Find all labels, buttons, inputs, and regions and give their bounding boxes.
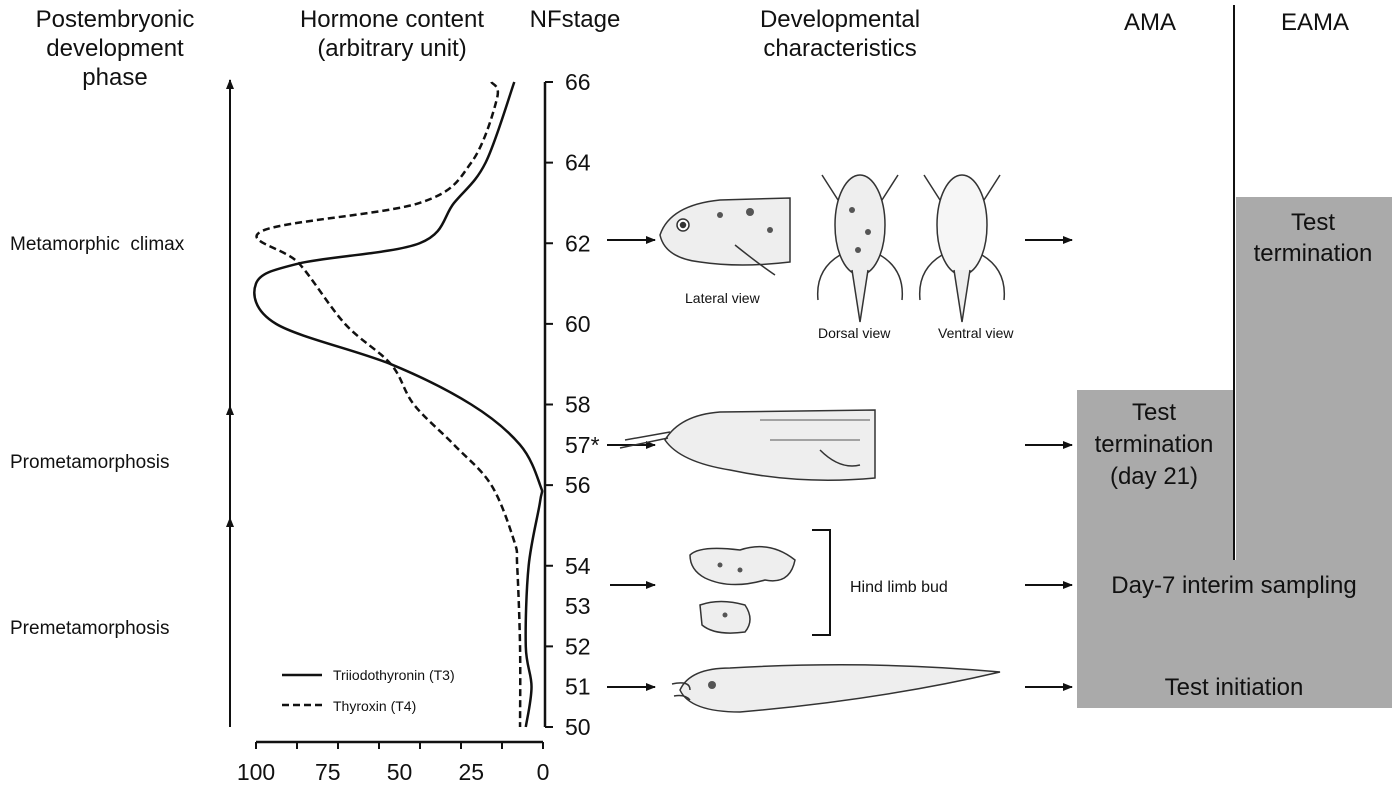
stage-tick-label: 58 (565, 392, 591, 418)
stage-tick-label: 60 (565, 311, 591, 337)
legend: Triiodothyronin (T3) Thyroxin (T4) (282, 667, 455, 714)
hormone-chart-axes: 66 64 62 60 58 57* 56 54 53 52 51 50 100 75 50 25 0 (237, 69, 600, 785)
eama-termination-line2: termination (1254, 240, 1373, 267)
t3-curve (253, 81, 544, 728)
value-tick-label: 50 (387, 759, 413, 785)
ama-termination-line1: Test (1132, 399, 1176, 426)
header-phase-line1: Postembryonic (36, 6, 195, 33)
stage-tick-label: 54 (565, 553, 591, 579)
label-ventral-view: Ventral view (938, 325, 1014, 341)
label-dorsal-view: Dorsal view (818, 325, 891, 341)
t4-curve (255, 81, 522, 728)
tadpole-stage51-illustration (671, 664, 1001, 713)
froglet-ventral-illustration (918, 174, 1006, 323)
header-hormone-line2: (arbitrary unit) (317, 35, 466, 62)
header-characteristics-line2: characteristics (763, 35, 916, 62)
phase-metamorphic-climax: Metamorphic climax (10, 234, 185, 255)
stage-tick-label: 64 (565, 150, 591, 176)
stage-tick-label: 53 (565, 593, 591, 619)
shared-box (1077, 560, 1392, 708)
header-nfstage: NFstage (530, 6, 621, 33)
legend-t4-label: Thyroxin (T4) (333, 698, 416, 714)
froglet-dorsal-illustration (816, 174, 904, 323)
stage-tick-label: 62 (565, 230, 591, 256)
header-ama: AMA (1124, 9, 1176, 36)
stage-tick-label: 50 (565, 714, 591, 740)
header-phase: Postembryonic development phase (36, 6, 195, 91)
stage-tick-label: 51 (565, 674, 591, 700)
value-tick-label: 100 (237, 759, 275, 785)
value-tick-label: 75 (315, 759, 341, 785)
hind-limb-bracket (812, 529, 831, 636)
ama-termination-line3: (day 21) (1110, 463, 1198, 490)
value-tick-label: 0 (537, 759, 550, 785)
eama-termination-line1: Test (1291, 209, 1335, 236)
header-phase-line2: development (46, 35, 184, 62)
hind-limb-bud-illustrations (689, 545, 796, 634)
illustrations (619, 174, 1006, 713)
label-hind-limb-bud: Hind limb bud (850, 579, 948, 596)
tadpole-stage57-illustration (619, 409, 876, 481)
stage-tick-label: 57* (565, 432, 600, 458)
phase-prometamorphosis: Prometamorphosis (10, 452, 169, 473)
stage-tick-label: 56 (565, 472, 591, 498)
froglet-lateral-illustration (659, 197, 791, 276)
legend-t3-label: Triiodothyronin (T3) (333, 667, 455, 683)
header-hormone-line1: Hormone content (300, 6, 484, 33)
interim-sampling-label: Day-7 interim sampling (1111, 572, 1356, 599)
header-characteristics-line1: Developmental (760, 6, 920, 33)
header-eama: EAMA (1281, 9, 1349, 36)
label-lateral-view: Lateral view (685, 290, 761, 306)
stage-tick-label: 66 (565, 69, 591, 95)
ama-termination-line2: termination (1095, 431, 1214, 458)
hormone-curves (253, 81, 544, 728)
value-tick-label: 25 (458, 759, 484, 785)
header-phase-line3: phase (82, 64, 147, 91)
test-initiation-label: Test initiation (1165, 674, 1304, 701)
test-schedule: Test termination Test termination (day 2… (1077, 5, 1392, 708)
phase-premetamorphosis: Premetamorphosis (10, 618, 169, 639)
stage-tick-label: 52 (565, 633, 591, 659)
stage-arrows (607, 236, 1073, 691)
